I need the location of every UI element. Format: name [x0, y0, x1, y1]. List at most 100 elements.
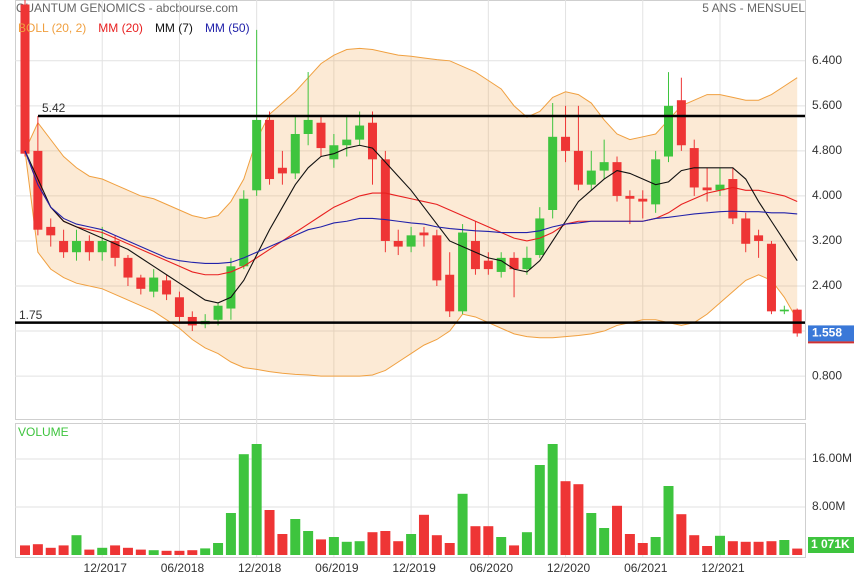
candle-body [612, 162, 622, 196]
candle-body [432, 235, 442, 281]
volume-bar [354, 541, 365, 555]
last-price-badge [808, 325, 854, 342]
candle-body [46, 226, 56, 236]
candle-body [316, 122, 326, 149]
candle-body [779, 309, 789, 312]
volume-bar [792, 548, 803, 555]
y-tick-label: 8.00M [812, 499, 845, 513]
volume-bar [470, 526, 481, 555]
volume-bar [496, 537, 507, 555]
candle-body [561, 136, 571, 151]
volume-bar [740, 541, 751, 555]
volume-bar [650, 537, 661, 555]
volume-bar [753, 541, 764, 555]
candle-body [187, 316, 197, 326]
volume-bar [560, 481, 571, 555]
volume-bar [663, 486, 674, 555]
volume-bar [58, 545, 69, 555]
y-tick-label: 3.200 [812, 233, 842, 247]
candle-body [290, 133, 300, 174]
y-tick-label: 4.000 [812, 188, 842, 202]
volume-bar [624, 534, 635, 555]
volume-bar [509, 545, 520, 555]
candle-body [162, 280, 172, 295]
candle-body [522, 257, 532, 270]
volume-bar [20, 545, 30, 555]
candle-body [483, 260, 493, 270]
volume-bar [534, 465, 545, 555]
volume-bar [238, 454, 249, 555]
candle-body [265, 119, 275, 180]
volume-bar [702, 546, 713, 555]
moving-average [24, 150, 798, 276]
x-tick-label: 06/2018 [161, 561, 205, 575]
candle-body [651, 159, 661, 205]
candle-body [638, 198, 648, 202]
volume-bar [187, 550, 198, 555]
volume-bar [689, 535, 700, 555]
candle-body [110, 240, 120, 258]
volume-bar [225, 513, 236, 555]
volume-bar [303, 531, 314, 555]
candle-body [573, 150, 583, 185]
candle-body [445, 274, 455, 312]
volume-bar [45, 547, 56, 555]
candle-body [303, 119, 313, 134]
candle-body [664, 105, 673, 157]
y-tick-label: 4.800 [812, 143, 842, 157]
candle-body [149, 277, 159, 292]
candle-body [509, 257, 519, 270]
volume-bar [32, 544, 43, 555]
candle-body [71, 240, 81, 253]
volume-bar [586, 513, 597, 555]
candle-body [496, 257, 506, 272]
candle-body [355, 125, 365, 140]
candle-body [754, 235, 764, 241]
volume-bar [406, 534, 417, 555]
candle-body [676, 100, 686, 146]
legend-entry: MM (7) [155, 21, 193, 35]
candle-body [766, 243, 776, 312]
price-panel [15, 0, 806, 420]
volume-bar [418, 514, 429, 555]
candle-body [277, 167, 287, 174]
volume-bar [676, 514, 687, 555]
candle-body [535, 218, 545, 256]
volume-bar [71, 535, 82, 555]
x-tick-label: 06/2021 [624, 561, 668, 575]
level-label: 1.75 [19, 308, 43, 322]
volume-bar [612, 505, 623, 555]
y-tick-label: 0.800 [812, 368, 842, 382]
candle-body [625, 195, 635, 199]
candle-body [342, 139, 352, 146]
moving-average [24, 144, 798, 304]
candle-body [393, 240, 403, 247]
legend-entry: MM (20) [98, 21, 143, 35]
volume-bar [431, 535, 442, 555]
volume-bar [457, 493, 468, 555]
volume-bar [444, 543, 455, 555]
volume-bar [110, 545, 121, 555]
y-tick-label: 16.00M [812, 451, 852, 465]
x-tick-label: 06/2020 [470, 561, 514, 575]
x-tick-label: 12/2018 [238, 561, 282, 575]
lines-layer [15, 114, 805, 324]
volume-bar [174, 550, 185, 555]
volume-bar [251, 444, 262, 555]
candle-body [174, 297, 184, 317]
volume-bar [200, 548, 211, 555]
volume-panel [15, 423, 806, 558]
volume-bar [766, 541, 777, 555]
legend-entry: MM (50) [205, 21, 250, 35]
x-tick-label: 12/2020 [547, 561, 591, 575]
candle-body [252, 119, 262, 191]
candle-body [97, 240, 107, 253]
moving-average [24, 150, 798, 265]
volume-bar [714, 535, 725, 555]
volume-bar [393, 541, 404, 555]
candle-body [470, 240, 480, 270]
candle-body [367, 122, 377, 160]
volume-bar [148, 550, 159, 555]
volume-title: VOLUME [18, 425, 69, 439]
